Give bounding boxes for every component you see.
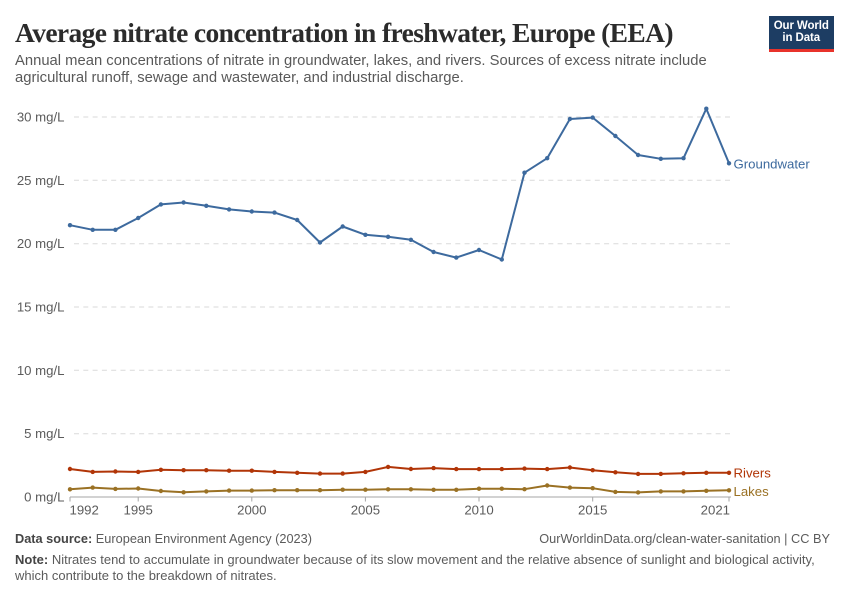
svg-text:0 mg/L: 0 mg/L [24,490,64,505]
svg-text:2015: 2015 [578,503,607,518]
svg-text:2000: 2000 [237,503,266,518]
svg-text:20 mg/L: 20 mg/L [17,236,65,251]
svg-text:Lakes: Lakes [734,484,770,499]
svg-text:1992: 1992 [70,503,99,518]
svg-text:Groundwater: Groundwater [734,156,811,171]
svg-text:2021: 2021 [701,503,730,518]
svg-text:2005: 2005 [351,503,380,518]
svg-text:15 mg/L: 15 mg/L [17,300,65,315]
svg-text:Rivers: Rivers [734,465,772,480]
svg-text:5 mg/L: 5 mg/L [24,426,64,441]
svg-text:25 mg/L: 25 mg/L [17,173,65,188]
svg-text:2010: 2010 [464,503,493,518]
svg-text:30 mg/L: 30 mg/L [17,110,65,125]
svg-text:10 mg/L: 10 mg/L [17,363,65,378]
svg-text:1995: 1995 [124,503,153,518]
